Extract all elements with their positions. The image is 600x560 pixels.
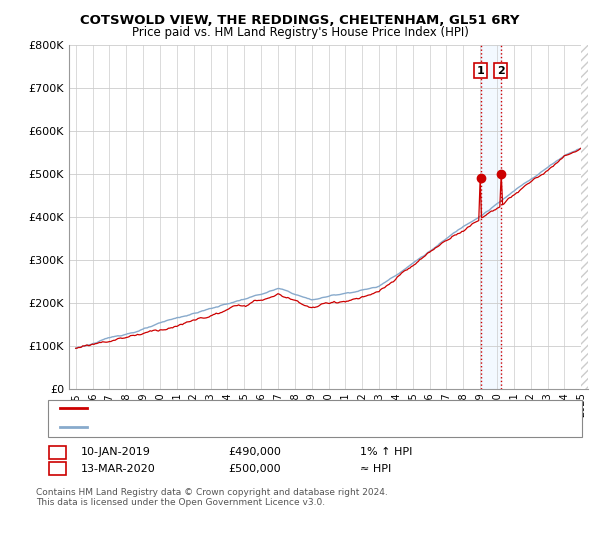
Text: ≈ HPI: ≈ HPI [360, 464, 391, 474]
Text: £500,000: £500,000 [228, 464, 281, 474]
Bar [481, 45, 500, 389]
Text: 10-JAN-2019: 10-JAN-2019 [81, 447, 151, 458]
Text: Price paid vs. HM Land Registry's House Price Index (HPI): Price paid vs. HM Land Registry's House … [131, 26, 469, 39]
Text: 2: 2 [497, 66, 505, 76]
Text: COTSWOLD VIEW, THE REDDINGS, CHELTENHAM, GL51 6RY (detached house): COTSWOLD VIEW, THE REDDINGS, CHELTENHAM,… [90, 403, 494, 413]
Text: 1: 1 [477, 66, 485, 76]
Text: COTSWOLD VIEW, THE REDDINGS, CHELTENHAM, GL51 6RY: COTSWOLD VIEW, THE REDDINGS, CHELTENHAM,… [80, 14, 520, 27]
Text: 2: 2 [53, 462, 62, 475]
Bar [581, 45, 588, 389]
Text: £490,000: £490,000 [228, 447, 281, 458]
Text: This data is licensed under the Open Government Licence v3.0.: This data is licensed under the Open Gov… [36, 498, 325, 507]
Text: Contains HM Land Registry data © Crown copyright and database right 2024.: Contains HM Land Registry data © Crown c… [36, 488, 388, 497]
Text: 1: 1 [53, 446, 62, 459]
Text: 13-MAR-2020: 13-MAR-2020 [81, 464, 156, 474]
Text: HPI: Average price, detached house, Cheltenham: HPI: Average price, detached house, Chel… [90, 422, 347, 432]
Text: 1% ↑ HPI: 1% ↑ HPI [360, 447, 412, 458]
